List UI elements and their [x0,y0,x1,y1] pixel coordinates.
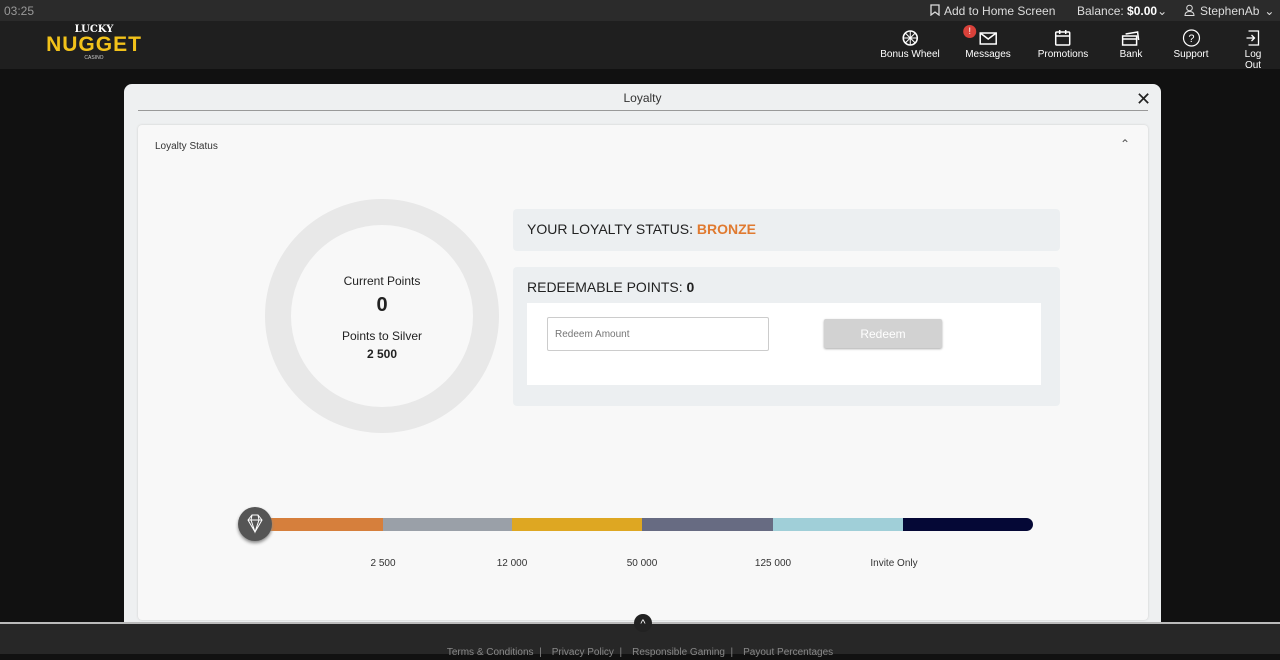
section-title: Loyalty Status [155,141,218,152]
chevron-down-icon: ⌄ [1157,4,1168,18]
tier-segment [383,518,512,531]
username: StephenAb [1200,4,1260,18]
status-label: YOUR LOYALTY STATUS: [527,221,693,237]
redeemable-label: REDEEMABLE POINTS: [527,279,683,295]
question-icon: ? [1182,29,1200,47]
tier-segment [642,518,773,531]
clock: 03:25 [4,4,35,18]
logo-text: CASINO [84,55,104,61]
terms-link[interactable]: Terms & Conditions [446,647,534,658]
nav-label: Support [1173,49,1209,60]
chevron-up-icon[interactable]: ^ [634,614,652,632]
footer: ^ Terms & Conditions | Privacy Policy | … [0,614,1280,658]
tier-segment [512,518,642,531]
svg-text:?: ? [1188,33,1194,45]
divider [138,110,1148,111]
tier-segment [255,518,383,531]
envelope-icon [979,32,997,45]
modal-title: Loyalty [623,91,662,105]
nav-label: Messages [965,49,1011,60]
close-icon[interactable]: ✕ [1136,89,1152,109]
chevron-up-icon[interactable]: ⌃ [1120,137,1131,151]
redeem-amount-input[interactable] [547,317,769,351]
points-to-next-label: Points to Silver [341,329,423,343]
nav-label: Promotions [1037,49,1089,60]
tier-segment [903,518,1033,531]
points-donut: Current Points 0 Points to Silver 2 500 [265,199,499,433]
tier-threshold-label: 12 000 [496,558,528,569]
loyalty-status-box: YOUR LOYALTY STATUS: BRONZE [513,209,1060,251]
bookmark-icon [930,4,940,16]
tier-segment [773,518,903,531]
nav-promotions[interactable]: Promotions [1037,29,1089,60]
notification-badge: ! [963,25,977,38]
nav-label: Log Out [1244,49,1262,71]
nav-bank[interactable]: Bank [1119,29,1143,60]
main-nav: LUCKY NUGGET CASINO Bonus Wheel Messages… [0,21,1280,71]
cards-icon [1122,31,1140,46]
chevron-down-icon: ⌄ [1264,4,1275,18]
current-points-label: Current Points [343,274,421,288]
current-points-value: 0 [376,294,388,316]
nav-label: Bonus Wheel [880,49,940,60]
status-bar: 03:25 Add to Home Screen Balance: $0.00⌄… [0,0,1280,21]
tier-threshold-label: 50 000 [626,558,658,569]
calendar-icon [1055,30,1071,46]
balance-label: Balance: [1077,4,1124,18]
add-to-home-label: Add to Home Screen [944,4,1056,18]
nav-messages[interactable]: Messages ! [963,25,1011,60]
logo[interactable]: LUCKY NUGGET CASINO [42,24,146,62]
status-value: BRONZE [696,221,756,237]
redeem-box: REDEEMABLE POINTS: 0 Redeem [513,267,1060,406]
redeemable-value: 0 [686,279,695,295]
diamond-icon [238,507,272,541]
balance-dropdown[interactable]: Balance: $0.00⌄ [1077,4,1167,18]
logo-text: NUGGET [46,33,142,56]
tier-threshold-label: 2 500 [370,558,396,569]
redeem-button[interactable]: Redeem [824,319,942,348]
privacy-link[interactable]: Privacy Policy [551,647,614,658]
user-icon [1184,4,1195,16]
logout-icon [1246,30,1259,46]
add-to-home-button[interactable]: Add to Home Screen [930,4,1055,18]
logo-text: LUCKY [74,24,114,35]
nav-bonus-wheel[interactable]: Bonus Wheel [880,29,940,60]
tier-threshold-label: Invite Only [870,558,918,569]
nav-logout[interactable]: Log Out [1240,29,1267,71]
wheel-icon [902,30,918,46]
tier-threshold-label: 125 000 [754,558,792,569]
payout-link[interactable]: Payout Percentages [743,647,834,658]
redeem-form: Redeem [527,303,1041,385]
balance-value: $0.00 [1127,4,1158,18]
points-to-next-value: 2 500 [366,347,398,361]
user-menu[interactable]: StephenAb ⌄ [1184,4,1274,18]
nav-support[interactable]: ? Support [1173,29,1209,60]
nav-label: Bank [1119,49,1143,60]
responsible-gaming-link[interactable]: Responsible Gaming [632,647,725,658]
